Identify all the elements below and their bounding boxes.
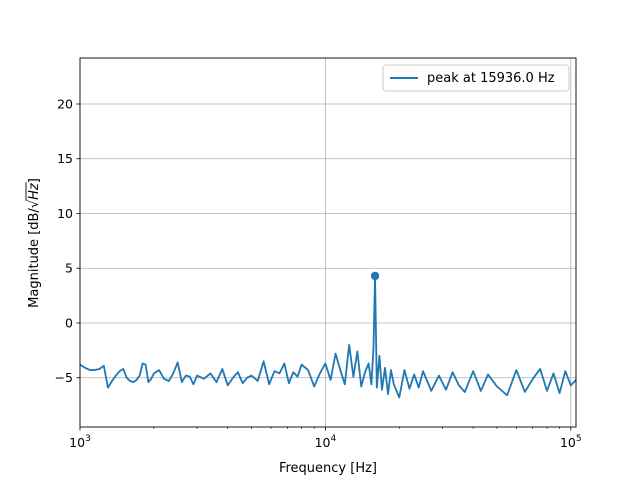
axes-frame [79, 57, 577, 428]
y-tick-label: 0 [65, 315, 73, 330]
legend-label: peak at 15936.0 Hz [427, 71, 555, 86]
y-tick-label: 10 [57, 206, 73, 221]
x-axis-label: Frequency [Hz] [279, 461, 377, 476]
y-tick-label: 20 [57, 96, 73, 111]
tick-marks [76, 103, 572, 431]
y-axis-label-sqrt: √ [27, 199, 42, 208]
tick-labels: −5 0 5 10 15 20 103 104 105 [55, 96, 582, 450]
y-axis-label-prefix: Magnitude [dB/ [27, 208, 42, 308]
x-tick-label: 104 [315, 434, 337, 450]
series-layer [79, 271, 577, 399]
y-tick-label: 15 [57, 151, 73, 166]
series-line [79, 274, 577, 399]
y-axis-label-suffix: ] [27, 178, 42, 183]
y-axis-label-text: Magnitude [dB/√Hz] [27, 178, 42, 308]
axes-background [80, 58, 576, 427]
x-tick-label: 105 [560, 434, 582, 450]
peak-marker [370, 271, 380, 281]
x-tick-label: 103 [69, 434, 91, 450]
plot-area [79, 57, 577, 428]
y-axis-label: Magnitude [dB/√Hz] [25, 178, 42, 308]
legend: peak at 15936.0 Hz [382, 64, 570, 92]
y-tick-label: 5 [65, 261, 73, 276]
legend-box [382, 64, 570, 92]
y-axis-label-radicand: Hz [27, 182, 42, 200]
y-tick-label: −5 [55, 370, 73, 385]
